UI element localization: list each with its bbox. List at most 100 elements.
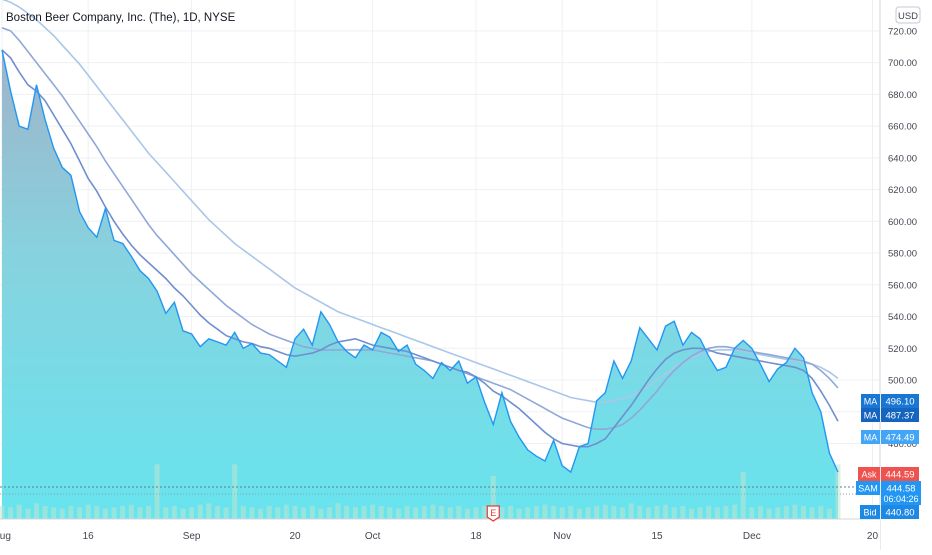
volume-bar: [85, 504, 91, 519]
volume-bar: [482, 506, 488, 519]
ma-fast-line: [1, 49, 839, 448]
earnings-letter: E: [490, 508, 496, 518]
price-axis[interactable]: [880, 0, 932, 530]
bid-label: Bid 440.80: [860, 505, 919, 519]
volume-bar: [697, 507, 703, 519]
ma-mid-line: [1, 26, 839, 430]
volume-bar: [835, 464, 841, 519]
volume-bar: [240, 506, 246, 519]
x-tick-label: Sep: [183, 531, 201, 542]
volume-bar: [34, 503, 39, 519]
ask-name: Ask: [861, 470, 877, 480]
ma1-name: MA: [864, 397, 878, 407]
volume-bar: [439, 506, 444, 519]
volume-bar: [766, 508, 772, 519]
ma-slow-line: [2, 0, 839, 404]
volume-bar: [223, 507, 229, 519]
volume-bar: [146, 506, 151, 519]
x-tick-label: 20: [867, 531, 879, 542]
x-tick-label: Nov: [553, 531, 571, 542]
volume-bar: [689, 508, 694, 519]
volume-bar: [154, 464, 160, 519]
volume-bar: [706, 506, 712, 519]
volume-bar: [585, 507, 591, 519]
x-tick-label: 15: [651, 531, 663, 542]
symbol-label: SAM 444.58 06:04:26: [856, 481, 921, 505]
volume-bar: [42, 506, 48, 519]
ma2-value: 487.37: [885, 411, 914, 422]
volume-bar: [68, 506, 74, 519]
volume-bar: [542, 504, 548, 519]
y-tick-label: 520.00: [888, 344, 917, 355]
time-axis[interactable]: [0, 519, 880, 550]
volume-bar: [327, 507, 332, 519]
volume-bar: [301, 507, 307, 519]
earnings-flag-icon[interactable]: [486, 505, 500, 522]
volume-bar: [749, 507, 755, 519]
y-tick-label: 600.00: [888, 217, 917, 228]
volume-bar: [309, 506, 315, 519]
x-tick-label: 18: [470, 531, 482, 542]
y-tick-label: 460.00: [888, 439, 917, 450]
volume-bar: [654, 506, 660, 519]
y-tick-label: 660.00: [888, 122, 917, 133]
volume-bar: [551, 506, 557, 519]
ma1-label: MA 496.10: [861, 394, 919, 408]
currency-badge[interactable]: [895, 6, 921, 24]
volume-bar: [421, 506, 427, 519]
volume-bar: [111, 507, 117, 519]
x-tick-label: Oct: [365, 531, 381, 542]
bid-value: 440.80: [885, 508, 914, 519]
volume-bar: [206, 503, 212, 519]
x-tick-label: Dec: [743, 531, 761, 542]
volume-bar: [525, 507, 531, 519]
volume-bar: [757, 506, 763, 519]
volume-bar: [464, 508, 470, 519]
volume-bar: [447, 507, 453, 519]
x-tick-label: Aug: [0, 531, 11, 542]
y-tick-label: 540.00: [888, 312, 917, 323]
volume-bar: [318, 508, 324, 519]
x-tick-label: 16: [83, 531, 95, 542]
y-tick-label: 560.00: [888, 280, 917, 291]
ask-value: 444.59: [885, 470, 914, 481]
x-tick-label: 20: [289, 531, 301, 542]
volume-bar: [602, 504, 608, 519]
volume-bar: [8, 507, 14, 519]
volume-bar: [818, 506, 824, 519]
volume-bar: [180, 508, 186, 519]
volume-bar: [413, 507, 419, 519]
volume-bar: [361, 506, 367, 519]
symbol-value: 444.58: [886, 484, 915, 495]
y-tick-label: 500.00: [888, 376, 917, 387]
volume-bar: [387, 507, 393, 519]
volume-bar: [163, 507, 169, 519]
volume-bar: [568, 506, 574, 519]
volume-bar: [490, 476, 496, 519]
earnings-marker[interactable]: E: [486, 505, 500, 522]
bid-name: Bid: [863, 508, 876, 518]
volume-bar: [637, 506, 643, 519]
volume-bar: [396, 508, 401, 519]
volume-bar: [128, 504, 134, 519]
volume-bar: [594, 506, 600, 519]
volume-bar: [783, 506, 789, 519]
ma1-value: 496.10: [885, 397, 914, 408]
volume-bar: [0, 506, 5, 519]
volume-bar: [611, 506, 617, 519]
volume-bar: [775, 507, 781, 519]
ma3-name: MA: [864, 433, 878, 443]
volume-bar: [197, 504, 203, 519]
volume-bar: [792, 504, 798, 519]
volume-bar: [335, 503, 341, 519]
y-tick-label: 640.00: [888, 153, 917, 164]
ma2-label: MA 487.37: [861, 408, 919, 422]
volume-bar: [258, 508, 264, 519]
volume-bar: [102, 508, 108, 519]
volume-bar: [77, 507, 83, 519]
ask-label: Ask 444.59: [858, 467, 919, 481]
volume-bar: [378, 506, 384, 519]
volume-bar: [404, 506, 410, 519]
volume-bar: [671, 507, 677, 519]
